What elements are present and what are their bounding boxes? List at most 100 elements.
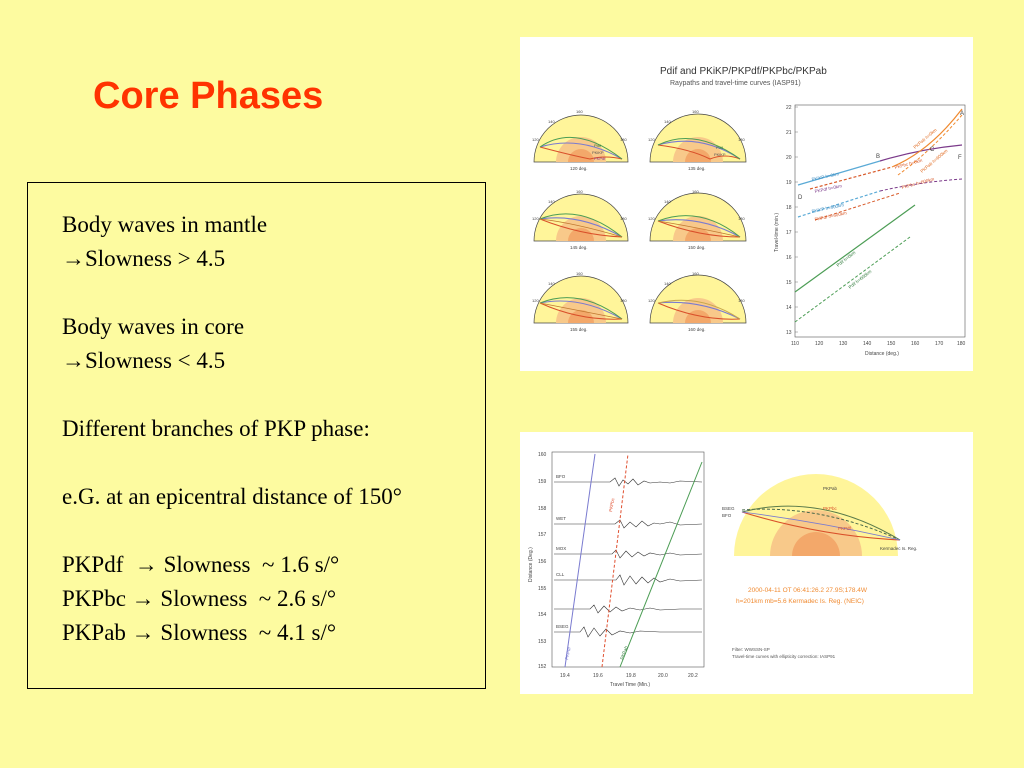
text-line: PKPab → Slowness ~ 4.1 s/°: [62, 620, 337, 645]
svg-text:PKPdf h=0km: PKPdf h=0km: [814, 183, 842, 194]
raypath-panel: 140 160 120 180 160 deg.: [648, 271, 747, 332]
svg-text:160: 160: [576, 109, 583, 114]
svg-text:170: 170: [935, 341, 944, 347]
svg-text:MOX: MOX: [556, 546, 566, 551]
svg-text:180: 180: [620, 298, 627, 303]
svg-text:PKiKP h=600km: PKiKP h=600km: [811, 202, 844, 214]
svg-text:160: 160: [576, 271, 583, 276]
svg-text:Pdif: Pdif: [594, 143, 602, 148]
svg-text:140: 140: [548, 199, 555, 204]
svg-text:160: 160: [692, 271, 699, 276]
svg-text:140: 140: [863, 341, 872, 347]
svg-text:180: 180: [620, 137, 627, 142]
svg-text:PKPbc: PKPbc: [823, 506, 838, 511]
slide-title: Core Phases: [93, 75, 324, 117]
svg-text:13: 13: [786, 330, 792, 336]
svg-text:160: 160: [538, 452, 547, 458]
panel-label: 145 deg.: [570, 245, 588, 250]
svg-text:PKPdf h=600km: PKPdf h=600km: [814, 210, 847, 222]
svg-text:157: 157: [538, 532, 547, 538]
raypath-panel: 140 160 120 180 Pdif PKiKP PKPdf 120 deg…: [532, 109, 629, 171]
svg-text:17: 17: [786, 230, 792, 236]
svg-text:180: 180: [738, 137, 745, 142]
svg-text:140: 140: [664, 281, 671, 286]
svg-text:20.0: 20.0: [658, 673, 668, 679]
text-line: →Slowness < 4.5: [62, 348, 226, 373]
event-info-line: h=201km mb=5.6 Kermadec Is. Reg. (NEIC): [736, 598, 864, 605]
text-line: PKPdf → Slowness ~ 1.6 s/°: [62, 552, 340, 577]
svg-text:160: 160: [576, 189, 583, 194]
svg-text:180: 180: [957, 341, 966, 347]
figure1-subtitle: Raypaths and travel-time curves (IASP91): [670, 80, 801, 87]
svg-text:F: F: [958, 155, 962, 161]
text-line: Body waves in core: [62, 314, 245, 339]
svg-text:120: 120: [532, 298, 539, 303]
event-raypath: BSEG BFO Kermadec Is. Reg. PKPab PKPbc P…: [722, 474, 917, 556]
svg-text:WET: WET: [556, 516, 566, 521]
svg-text:Pdif: Pdif: [716, 145, 724, 150]
figure1-title: Pdif and PKiKP/PKPdf/PKPbc/PKPab: [660, 66, 827, 77]
svg-text:A: A: [960, 111, 964, 117]
svg-text:140: 140: [548, 119, 555, 124]
svg-text:120: 120: [815, 341, 824, 347]
svg-text:180: 180: [620, 216, 627, 221]
event-info-line: 2000-04-11 OT 06:41:26.2 27.9S;178.4W: [748, 587, 868, 594]
x-axis-label: Travel Time (Min.): [610, 682, 650, 688]
text-line: PKPbc → Slowness ~ 2.6 s/°: [62, 586, 337, 611]
text-line: →Slowness > 4.5: [62, 246, 226, 271]
svg-text:154: 154: [538, 612, 547, 618]
svg-text:130: 130: [839, 341, 848, 347]
panel-label: 160 deg.: [688, 327, 706, 332]
svg-text:PKiKP h=0km: PKiKP h=0km: [811, 171, 839, 182]
y-axis-label: Travel-time (min.): [774, 213, 780, 252]
x-axis-label: Distance (deg.): [865, 351, 899, 357]
svg-text:120: 120: [648, 298, 655, 303]
svg-text:180: 180: [738, 216, 745, 221]
panel-label: 155 deg.: [570, 327, 588, 332]
svg-text:PKiKP: PKiKP: [592, 150, 604, 155]
panel-label: 150 deg.: [688, 245, 706, 250]
raypath-panel: 140 160 120 180 Pdif PKiKP 135 deg.: [648, 109, 747, 171]
raypath-travel-time-figure: Pdif and PKiKP/PKPdf/PKPbc/PKPab Raypath…: [520, 37, 973, 371]
svg-text:158: 158: [538, 506, 547, 512]
svg-text:156: 156: [538, 559, 547, 565]
svg-text:C: C: [930, 147, 935, 153]
svg-text:155: 155: [538, 586, 547, 592]
text-box: Body waves in mantle →Slowness > 4.5 Bod…: [27, 182, 486, 689]
svg-text:120: 120: [648, 216, 655, 221]
svg-text:120: 120: [532, 137, 539, 142]
svg-text:160: 160: [911, 341, 920, 347]
text-line: Body waves in mantle: [62, 212, 268, 237]
svg-text:16: 16: [786, 255, 792, 261]
raypath-panel: 140 160 120 180 155 deg.: [532, 271, 629, 332]
svg-text:PKPdf: PKPdf: [838, 526, 852, 531]
text-line: Different branches of PKP phase:: [62, 416, 370, 441]
filter-line: Filter: WWSSN-SP: [732, 647, 770, 652]
svg-text:140: 140: [664, 199, 671, 204]
svg-text:14: 14: [786, 305, 792, 311]
svg-text:120: 120: [532, 216, 539, 221]
filter-line: Travel-time curves with ellipticity corr…: [732, 654, 836, 659]
svg-text:B: B: [876, 154, 880, 160]
svg-text:180: 180: [738, 298, 745, 303]
svg-text:PKPab: PKPab: [823, 486, 838, 491]
svg-text:19.6: 19.6: [593, 673, 603, 679]
svg-text:160: 160: [692, 109, 699, 114]
text-line: e.G. at an epicentral distance of 150°: [62, 484, 403, 509]
svg-text:PKPab: PKPab: [619, 645, 629, 660]
seismogram-plot: 160 159 158 157 156 155 154 153 152 19.4…: [528, 451, 705, 688]
svg-text:120: 120: [648, 137, 655, 142]
svg-text:D: D: [798, 195, 803, 201]
panel-label: 135 deg.: [688, 166, 706, 171]
svg-text:BFO: BFO: [556, 474, 566, 479]
svg-text:160: 160: [692, 189, 699, 194]
svg-text:21: 21: [786, 130, 792, 136]
svg-text:152: 152: [538, 664, 547, 670]
svg-text:20: 20: [786, 155, 792, 161]
svg-text:PKiKP: PKiKP: [714, 152, 726, 157]
svg-text:19.8: 19.8: [626, 673, 636, 679]
svg-text:15: 15: [786, 280, 792, 286]
svg-text:19.4: 19.4: [560, 673, 570, 679]
svg-text:18: 18: [786, 205, 792, 211]
svg-text:PKPdf: PKPdf: [594, 156, 606, 161]
